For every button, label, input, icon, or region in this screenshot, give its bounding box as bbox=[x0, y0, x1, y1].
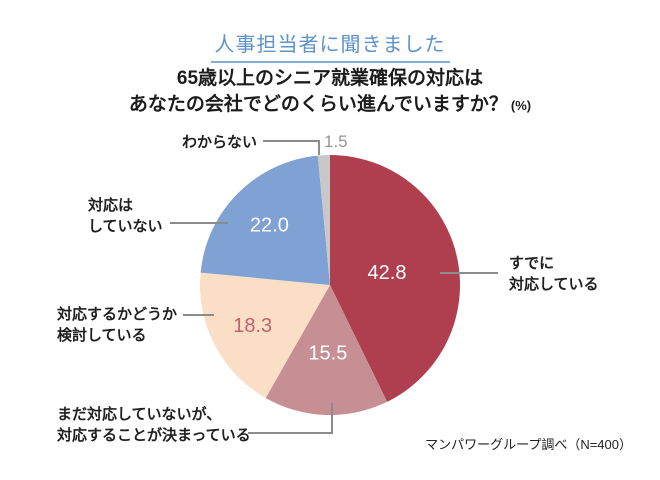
chart-title-line1: 65歳以上のシニア就業確保の対応は bbox=[176, 68, 484, 89]
callout-no-action: 対応は していない bbox=[88, 195, 163, 237]
slice-value-dont-know: 1.5 bbox=[324, 132, 348, 151]
pie-slice-1 bbox=[330, 155, 461, 402]
callout-already-line2: 対応している bbox=[509, 276, 599, 293]
pie-chart: 42.8 15.5 18.3 22.0 bbox=[200, 155, 461, 416]
callout-decided-line1: まだ対応していないが、 bbox=[57, 406, 222, 423]
connector-no-action bbox=[170, 222, 228, 224]
source-footnote: マンパワーグループ調べ（N=400） bbox=[425, 437, 632, 452]
chart-title-unit: (%) bbox=[510, 98, 532, 113]
slice-value-2: 15.5 bbox=[308, 343, 347, 365]
chart-title-line2-text: あなたの会社でどのくらい進んでいますか？ bbox=[128, 94, 508, 115]
connector-decided-horizontal bbox=[248, 432, 333, 434]
slice-value-3: 18.3 bbox=[233, 315, 272, 337]
chart-title: 65歳以上のシニア就業確保の対応は あなたの会社でどのくらい進んでいますか？ (%… bbox=[0, 66, 660, 119]
callout-considering-line1: 対応するかどうか bbox=[57, 306, 178, 323]
chart-title-line2: あなたの会社でどのくらい進んでいますか？ (%) bbox=[0, 92, 660, 119]
pie-slice-5 bbox=[317, 155, 330, 285]
callout-already-line1: すでに bbox=[509, 255, 555, 272]
connector-dont-know-vertical bbox=[318, 140, 320, 155]
connector-already bbox=[440, 272, 498, 274]
callout-already: すでに 対応している bbox=[509, 253, 599, 295]
callout-considering-line2: 検討している bbox=[57, 327, 147, 344]
pie-slice-2 bbox=[265, 285, 388, 416]
callout-dont-know: わからない bbox=[182, 132, 257, 153]
slice-value-1: 42.8 bbox=[368, 262, 407, 284]
connector-decided-vertical bbox=[331, 403, 333, 434]
slice-value-4: 22.0 bbox=[250, 214, 289, 236]
callout-dont-know-line1: わからない bbox=[182, 134, 258, 151]
pie-slice-3 bbox=[200, 272, 330, 398]
callout-decided-line2: 対応することが決まっている bbox=[57, 427, 251, 444]
connector-considering bbox=[183, 314, 214, 316]
callout-no-action-line2: していない bbox=[88, 218, 163, 235]
survey-audience-label: 人事担当者に聞きました bbox=[210, 28, 450, 63]
callout-considering: 対応するかどうか 検討している bbox=[57, 304, 177, 346]
callout-no-action-line1: 対応は bbox=[88, 197, 134, 214]
pie-slice-4 bbox=[200, 155, 330, 285]
survey-audience-heading: 人事担当者に聞きました bbox=[0, 28, 660, 63]
connector-dont-know-horizontal bbox=[263, 140, 320, 142]
callout-decided: まだ対応していないが、 対応することが決まっている bbox=[57, 404, 251, 446]
